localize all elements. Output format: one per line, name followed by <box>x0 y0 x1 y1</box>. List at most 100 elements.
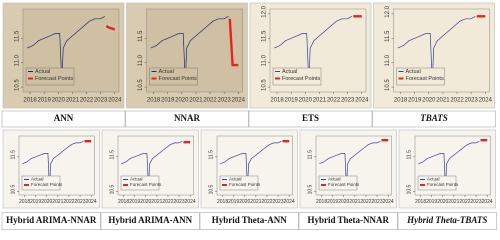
x-tick-label: 2024 <box>108 98 122 104</box>
caption-cell <box>397 212 497 230</box>
legend-label: Actual <box>130 177 143 182</box>
x-tick-label: 2024 <box>284 199 295 205</box>
x-tick-label: 2024 <box>383 199 394 205</box>
legend-label: Actual <box>427 177 440 182</box>
legend-label: Forecast Points <box>229 182 261 187</box>
legend-label: Actual <box>282 69 297 75</box>
x-tick-label: 2020 <box>140 199 151 205</box>
x-tick-label: 2022 <box>63 199 74 205</box>
legend-box <box>219 175 259 191</box>
legend-label: Forecast Points <box>282 76 320 82</box>
legend-box <box>25 67 75 86</box>
x-tick-label: 2020 <box>239 199 250 205</box>
x-tick-label: 2019 <box>161 98 175 104</box>
caption-cell <box>1 110 126 128</box>
x-tick-label: 2021 <box>448 199 459 205</box>
legend-label: Actual <box>229 177 242 182</box>
y-tick-label: 12.0 <box>385 5 391 17</box>
y-tick-label: 10.5 <box>307 184 313 194</box>
x-tick-label: 2020 <box>437 199 448 205</box>
y-tick-label: 11.0 <box>262 54 268 66</box>
actual-line <box>397 15 476 83</box>
y-tick-label: 10.5 <box>208 184 214 194</box>
panel-title: ETS <box>302 113 319 123</box>
y-tick-label: 11.5 <box>109 150 115 160</box>
y-tick-label: 12.0 <box>262 5 268 17</box>
y-tick-label: 10.5 <box>109 184 115 194</box>
legend-label: Actual <box>328 177 341 182</box>
legend-label: Actual <box>31 177 44 182</box>
legend-label: Actual <box>406 69 421 75</box>
legend-box <box>149 67 198 86</box>
y-tick-label: 11.5 <box>208 150 214 160</box>
x-tick-label: 2021 <box>66 98 80 104</box>
panel: 10.5 11.0 11.5 12.0 2018 2019 2020 2021 2022 2023… <box>248 2 373 128</box>
legend-label: Forecast Points <box>427 182 459 187</box>
legend-label: Forecast Points <box>35 76 73 82</box>
legend-box <box>396 67 445 86</box>
x-tick-label: 2020 <box>422 98 436 104</box>
x-tick-label: 2023 <box>217 98 231 104</box>
panel-title: NNAR <box>174 113 200 123</box>
legend-label: Actual <box>35 69 50 75</box>
legend-label: Forecast Points <box>159 76 197 82</box>
actual-line <box>150 15 229 83</box>
x-tick-label: 2020 <box>52 98 66 104</box>
panel-title: ANN <box>54 113 74 123</box>
panel-title: TBATS <box>420 113 448 123</box>
caption-cell <box>248 110 373 128</box>
actual-line <box>27 15 106 83</box>
caption-cell <box>372 110 496 128</box>
x-tick-label: 2020 <box>175 98 189 104</box>
forecast-line <box>228 18 239 67</box>
actual-line <box>220 140 282 189</box>
y-tick-label: 11.5 <box>307 150 313 160</box>
x-tick-label: 2018 <box>23 98 37 104</box>
x-tick-label: 2018 <box>19 199 30 205</box>
actual-line <box>274 15 353 83</box>
legend-box <box>318 175 358 191</box>
legend-label: Forecast Points <box>406 76 444 82</box>
y-tick-label: 11.0 <box>385 54 391 66</box>
x-tick-label: 2021 <box>436 98 450 104</box>
x-tick-label: 2023 <box>94 98 108 104</box>
x-tick-label: 2019 <box>129 199 140 205</box>
panel: 10.5 11.0 11.5 2018 2019 2020 2021 2022 2023 2024… <box>1 2 126 128</box>
x-tick-label: 2021 <box>349 199 360 205</box>
panel: 10.5 11.5 2018 2019 2020 2021 2022 2023 2024 Actu… <box>199 129 299 230</box>
x-tick-label: 2024 <box>86 199 97 205</box>
panel-title: Hybrid ARIMA-NNAR <box>6 215 97 225</box>
x-tick-label: 2018 <box>217 199 228 205</box>
x-tick-label: 2021 <box>313 98 327 104</box>
y-tick-label: 11.5 <box>406 150 412 160</box>
x-tick-label: 2019 <box>426 199 437 205</box>
caption-cell <box>199 212 299 230</box>
x-tick-label: 2022 <box>261 199 272 205</box>
x-tick-label: 2022 <box>450 98 464 104</box>
x-tick-label: 2019 <box>408 98 422 104</box>
x-tick-label: 2023 <box>273 199 284 205</box>
actual-line <box>22 140 84 189</box>
actual-line <box>319 140 381 189</box>
actual-line <box>418 140 480 189</box>
forecast-line <box>105 25 116 31</box>
x-tick-label: 2019 <box>30 199 41 205</box>
y-tick-label: 10.5 <box>138 79 144 91</box>
x-tick-label: 2023 <box>372 199 383 205</box>
x-tick-label: 2019 <box>37 98 51 104</box>
x-tick-label: 2023 <box>174 199 185 205</box>
y-tick-label: 10.5 <box>15 79 21 91</box>
panel-title: Hybrid Theta-NNAR <box>307 215 389 225</box>
x-tick-label: 2024 <box>479 98 493 104</box>
x-tick-label: 2018 <box>316 199 327 205</box>
x-tick-label: 2024 <box>185 199 196 205</box>
x-tick-label: 2022 <box>360 199 371 205</box>
x-tick-label: 2018 <box>270 98 284 104</box>
x-tick-label: 2021 <box>189 98 203 104</box>
x-tick-label: 2023 <box>75 199 86 205</box>
y-tick-label: 10.5 <box>10 184 16 194</box>
legend-box <box>272 67 322 86</box>
panel: 10.5 11.0 11.5 12.0 2018 2019 2020 2021 2022 2023… <box>372 2 496 128</box>
x-tick-label: 2018 <box>147 98 161 104</box>
